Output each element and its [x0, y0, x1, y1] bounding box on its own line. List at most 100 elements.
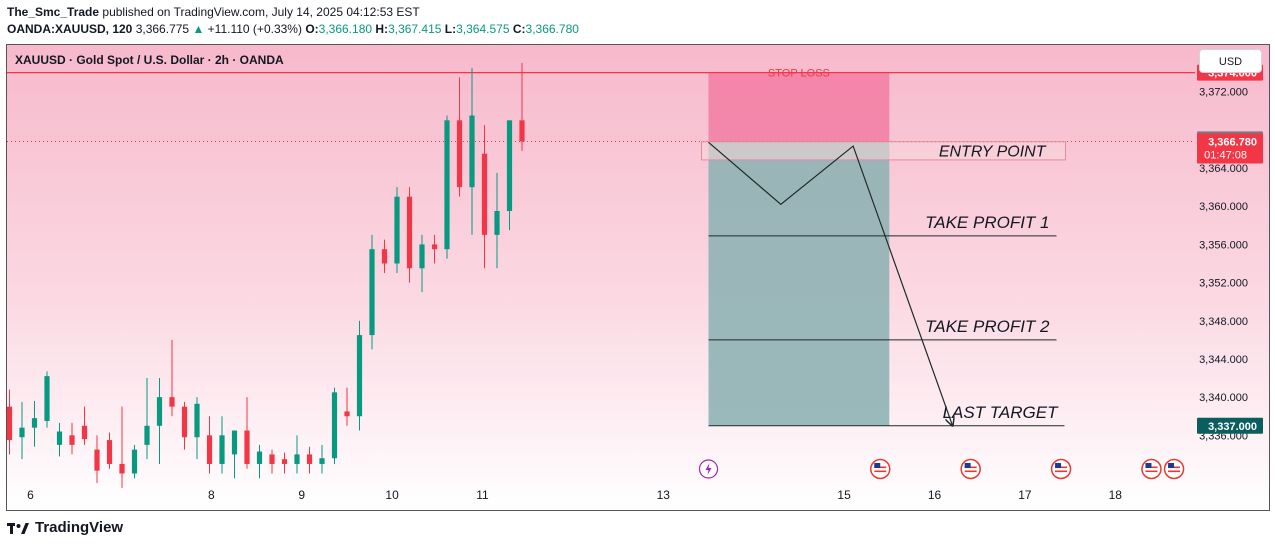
close-label: C: [512, 22, 526, 36]
publish-info: The_Smc_Trade published on TradingView.c… [7, 5, 420, 19]
us-flag-canton [964, 463, 971, 468]
symbol-name: OANDA:XAUUSD, 120 [7, 22, 133, 36]
candle-body[interactable] [519, 120, 525, 142]
open-value: 3,366.180 [318, 22, 373, 36]
high-value: 3,367.415 [388, 22, 442, 36]
us-flag-stripe [1145, 470, 1158, 473]
price-chart[interactable]: STOP LOSS ENTRY POINT TAKE PROFIT 1 TAKE PR… [7, 45, 1269, 510]
candle-body[interactable] [381, 249, 388, 264]
candle-body[interactable] [469, 115, 475, 188]
take-profit-1-label: TAKE PROFIT 1 [925, 213, 1049, 232]
x-axis-tick: 9 [298, 488, 305, 502]
candle-body[interactable] [319, 458, 325, 464]
currency-button[interactable]: USD [1199, 49, 1262, 73]
candle-body[interactable] [506, 120, 513, 211]
stop-loss-label: STOP LOSS [768, 68, 830, 80]
candle-body[interactable] [331, 392, 338, 459]
candle-body[interactable] [144, 425, 150, 445]
candle-body[interactable] [231, 430, 238, 455]
candle-body[interactable] [306, 454, 313, 464]
candle-body[interactable] [131, 449, 138, 474]
last-price: 3,366.775 [135, 22, 190, 36]
candle-body[interactable] [106, 440, 113, 464]
brand-name: TradingView [35, 519, 124, 536]
open-label: O: [305, 22, 319, 36]
price-tag-countdown: 01:47:08 [1204, 150, 1247, 162]
tradingview-logo-icon [7, 522, 29, 534]
x-axis-tick: 6 [27, 488, 34, 502]
candle-body[interactable] [281, 459, 288, 464]
us-flag-event-icon[interactable] [870, 458, 891, 480]
us-flag-event-icon[interactable] [1163, 458, 1185, 480]
x-axis-tick: 11 [476, 488, 489, 502]
us-flag-event-icon[interactable] [1141, 458, 1162, 480]
candle-body[interactable] [394, 196, 400, 264]
candle-body[interactable] [81, 425, 88, 440]
chart-background [7, 45, 1269, 510]
candle-body[interactable] [269, 454, 275, 464]
close-value: 3,366.780 [525, 22, 579, 36]
chart-title: XAUUSD · Gold Spot / U.S. Dollar · 2h · … [15, 53, 284, 67]
price-tag-label: 3,337.000 [1208, 421, 1257, 433]
y-axis-tick: 3,364.000 [1199, 163, 1248, 175]
x-axis-tick: 10 [385, 488, 399, 502]
candle-body[interactable] [419, 244, 425, 269]
candle-body[interactable] [169, 397, 175, 407]
candle-body[interactable] [181, 406, 188, 438]
take-profit-zone[interactable] [708, 142, 890, 426]
candle-body[interactable] [444, 120, 450, 250]
x-axis-tick: 16 [928, 488, 942, 502]
candle-body[interactable] [494, 211, 500, 235]
author-name[interactable]: The_Smc_Trade [7, 5, 100, 19]
x-axis-tick: 8 [208, 488, 215, 502]
x-axis-tick: 13 [657, 488, 671, 502]
candle-body[interactable] [344, 411, 350, 417]
x-axis-tick: 18 [1109, 488, 1123, 502]
candle-body[interactable] [44, 376, 50, 421]
candle-body[interactable] [194, 403, 200, 438]
x-axis-tick: 17 [1018, 488, 1032, 502]
price-tag [1197, 133, 1263, 164]
us-flag-canton [1055, 463, 1062, 468]
low-label: L: [444, 22, 457, 36]
stop-loss-zone[interactable] [708, 72, 890, 143]
candle-body[interactable] [69, 435, 75, 445]
us-flag-event-icon[interactable] [1050, 458, 1072, 480]
price-tag-label: 3,366.780 [1208, 137, 1257, 149]
up-arrow-icon: ▲ [192, 22, 205, 36]
tradingview-logo[interactable]: TradingView [7, 519, 123, 536]
take-profit-2-label: TAKE PROFIT 2 [925, 317, 1050, 336]
candle-body[interactable] [431, 244, 438, 250]
candle-body[interactable] [94, 449, 100, 471]
candle-body[interactable] [19, 427, 25, 438]
us-flag-stripe [874, 470, 887, 473]
entry-point-label: ENTRY POINT [939, 143, 1047, 160]
projection-arrow[interactable] [708, 141, 953, 426]
us-flag-event-icon[interactable] [960, 458, 981, 480]
entry-point-box[interactable] [701, 141, 1066, 161]
candle-body[interactable] [56, 431, 63, 445]
candle-body[interactable] [244, 430, 250, 464]
y-axis-tick: 3,340.000 [1199, 392, 1248, 404]
candle-body[interactable] [256, 451, 263, 464]
chart-frame[interactable]: STOP LOSS ENTRY POINT TAKE PROFIT 1 TAKE PR… [6, 44, 1270, 511]
candle-body[interactable] [356, 335, 363, 417]
candle-body[interactable] [156, 397, 163, 426]
candle-body[interactable] [456, 120, 463, 188]
lightning-bolt-icon [705, 463, 712, 475]
price-tag [1197, 417, 1263, 434]
candle-body[interactable] [206, 435, 213, 464]
us-flag-canton [1168, 463, 1175, 468]
x-axis-tick: 15 [837, 488, 851, 502]
published-text: published on TradingView.com, July 14, 2… [102, 5, 420, 19]
candle-body[interactable] [119, 463, 125, 474]
y-axis-tick: 3,348.000 [1199, 316, 1248, 328]
candle-body[interactable] [7, 406, 13, 441]
us-flag-stripe [1055, 470, 1068, 473]
candle-body[interactable] [294, 454, 300, 464]
candle-body[interactable] [31, 418, 38, 428]
candle-body[interactable] [406, 196, 413, 269]
candle-body[interactable] [369, 249, 375, 336]
candle-body[interactable] [219, 435, 225, 464]
candle-body[interactable] [481, 153, 488, 235]
